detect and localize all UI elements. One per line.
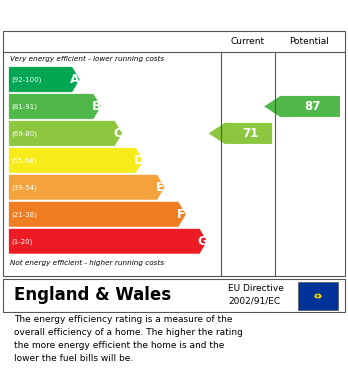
Text: (21-38): (21-38) [11,211,37,217]
Text: Current: Current [231,37,265,46]
Polygon shape [9,175,165,200]
Text: Potential: Potential [289,37,329,46]
Text: (92-100): (92-100) [11,76,42,83]
Polygon shape [264,96,340,117]
Text: (39-54): (39-54) [11,184,37,190]
Text: (69-80): (69-80) [11,130,38,137]
Text: B: B [92,100,101,113]
Polygon shape [9,67,80,92]
Text: Very energy efficient - lower running costs: Very energy efficient - lower running co… [10,56,165,62]
Text: 71: 71 [243,127,259,140]
Text: E: E [156,181,164,194]
Text: The energy efficiency rating is a measure of the
overall efficiency of a home. T: The energy efficiency rating is a measur… [14,315,243,363]
Text: (1-20): (1-20) [11,238,33,244]
Bar [298,282,338,310]
Polygon shape [208,123,272,144]
Text: G: G [197,235,207,248]
Polygon shape [9,202,186,227]
Text: Energy Efficiency Rating: Energy Efficiency Rating [10,7,220,22]
Polygon shape [9,148,144,173]
Polygon shape [9,94,101,119]
Text: (55-68): (55-68) [11,157,37,163]
Text: D: D [134,154,144,167]
Text: C: C [113,127,122,140]
Text: (81-91): (81-91) [11,103,38,110]
Text: A: A [70,73,80,86]
Text: England & Wales: England & Wales [14,286,171,304]
Text: 87: 87 [304,100,321,113]
Text: EU Directive
2002/91/EC: EU Directive 2002/91/EC [228,284,284,305]
Text: F: F [177,208,185,221]
Polygon shape [9,121,122,146]
Polygon shape [9,228,207,254]
Text: Not energy efficient - higher running costs: Not energy efficient - higher running co… [10,260,165,266]
